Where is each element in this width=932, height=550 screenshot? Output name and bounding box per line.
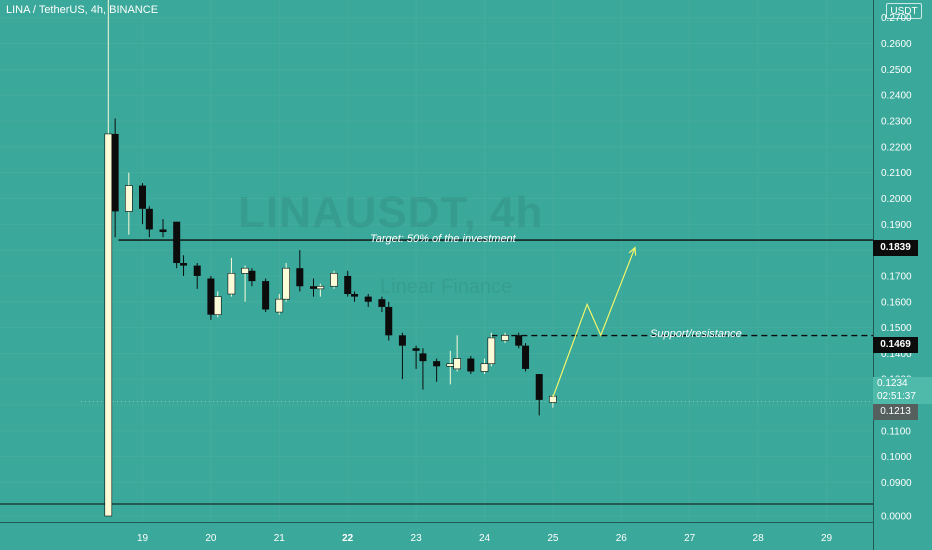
price-tick-label: 0.0000 bbox=[881, 512, 912, 523]
support-price-tag: 0.1469 bbox=[873, 337, 918, 353]
candle-body bbox=[535, 374, 543, 400]
price-tick-label: 0.2100 bbox=[881, 168, 912, 179]
candle-body bbox=[467, 358, 475, 372]
time-tick-label: 24 bbox=[479, 533, 491, 544]
candle-body bbox=[480, 363, 489, 372]
candle-body bbox=[378, 299, 386, 307]
candle-body bbox=[296, 268, 304, 287]
candle-body bbox=[433, 361, 441, 367]
candle-body bbox=[227, 273, 236, 295]
price-tick-label: 0.1000 bbox=[881, 452, 912, 463]
candle-body bbox=[419, 353, 427, 362]
time-tick-label: 26 bbox=[616, 533, 628, 544]
price-tick-label: 0.2200 bbox=[881, 142, 912, 153]
candle-body bbox=[207, 278, 215, 315]
price-tick-label: 0.1500 bbox=[881, 323, 912, 334]
price-tick-label: 0.2300 bbox=[881, 117, 912, 128]
candle-body bbox=[180, 263, 188, 266]
candle-body bbox=[111, 133, 119, 212]
projection-arrowhead bbox=[628, 246, 637, 256]
time-tick-label: 29 bbox=[821, 533, 833, 544]
candle-body bbox=[385, 306, 393, 336]
candle-body bbox=[316, 285, 325, 290]
price-tick-label: 0.1100 bbox=[881, 426, 911, 437]
symbol-watermark: LINAUSDT, 4h bbox=[238, 188, 544, 237]
price-tick-label: 0.2000 bbox=[881, 194, 912, 205]
time-tick-label: 19 bbox=[137, 533, 149, 544]
last-price-tag: 0.1213 bbox=[873, 404, 918, 420]
candle-body bbox=[139, 185, 146, 209]
candle-body bbox=[330, 273, 338, 287]
time-tick-label: 28 bbox=[753, 533, 765, 544]
candle-body bbox=[310, 286, 317, 289]
support-annotation: Support/resistance bbox=[650, 328, 742, 340]
price-tick-label: 0.1400 bbox=[881, 349, 912, 360]
time-tick-label: 22 bbox=[342, 533, 354, 544]
candle-body bbox=[248, 270, 256, 282]
candle-body bbox=[262, 281, 270, 310]
candle-body bbox=[104, 133, 113, 517]
price-tick-label: 0.0900 bbox=[881, 478, 912, 489]
candle-body bbox=[282, 267, 290, 300]
symbol-watermark-sub: Linear Finance bbox=[380, 276, 513, 298]
candle-body bbox=[453, 358, 461, 370]
price-tick-label: 0.1700 bbox=[881, 271, 912, 282]
time-tick-label: 21 bbox=[274, 533, 286, 544]
price-tick-label: 0.2600 bbox=[881, 39, 912, 50]
candle-body bbox=[515, 335, 523, 346]
time-tick-label: 23 bbox=[411, 533, 423, 544]
candle-body bbox=[522, 345, 530, 369]
price-tick-label: 0.1900 bbox=[881, 220, 912, 231]
candle-body bbox=[173, 221, 181, 264]
candle-body bbox=[275, 298, 284, 313]
candle-body bbox=[344, 275, 352, 295]
price-axis-background bbox=[873, 0, 932, 550]
time-tick-label: 20 bbox=[205, 533, 217, 544]
candle-body bbox=[193, 265, 201, 276]
price-tick-label: 0.2400 bbox=[881, 91, 912, 102]
price-tick-label: 0.2500 bbox=[881, 65, 912, 76]
candle-body bbox=[241, 267, 249, 274]
time-axis-background bbox=[0, 522, 873, 550]
projection-path bbox=[552, 247, 636, 398]
bar-countdown: 02:51:37 bbox=[877, 391, 916, 402]
plot-background bbox=[0, 0, 873, 522]
currency-badge[interactable]: USDT bbox=[886, 3, 922, 19]
candle-body bbox=[501, 335, 509, 341]
candle-body bbox=[446, 363, 455, 367]
candle-body bbox=[213, 296, 222, 315]
candle-body bbox=[159, 229, 167, 233]
target-annotation: Target: 50% of the investment bbox=[370, 233, 516, 245]
current-price-value: 0.1234 bbox=[877, 378, 908, 389]
candle-body bbox=[145, 208, 153, 230]
candle-body bbox=[351, 294, 359, 297]
candle-body bbox=[412, 348, 420, 351]
target-price-tag: 0.1839 bbox=[873, 240, 918, 256]
symbol-title: LINA / TetherUS, 4h, BINANCE bbox=[6, 4, 159, 16]
current-price-box: 0.1234 02:51:37 bbox=[873, 377, 932, 404]
candle-body bbox=[398, 335, 406, 346]
candle-body bbox=[487, 337, 496, 365]
candle-body bbox=[364, 296, 372, 302]
candle-body bbox=[125, 185, 133, 212]
time-tick-label: 27 bbox=[684, 533, 696, 544]
time-tick-label: 25 bbox=[547, 533, 559, 544]
price-tick-label: 0.1600 bbox=[881, 297, 912, 308]
